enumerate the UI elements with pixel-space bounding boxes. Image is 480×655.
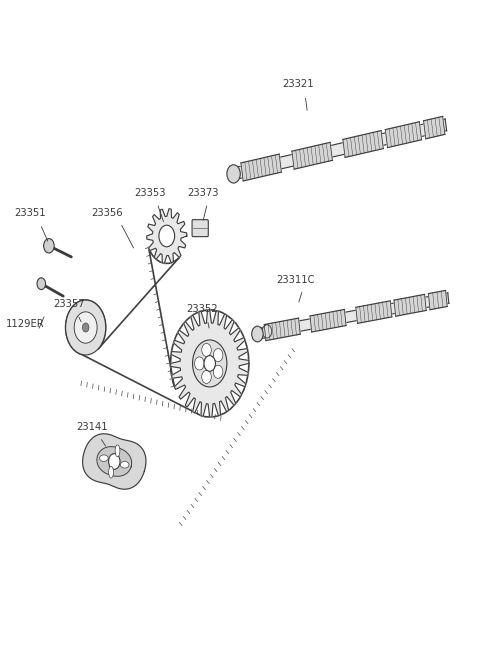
Polygon shape xyxy=(257,293,449,339)
Polygon shape xyxy=(241,154,281,181)
Polygon shape xyxy=(292,142,332,169)
Circle shape xyxy=(252,326,263,342)
Polygon shape xyxy=(233,119,446,179)
Polygon shape xyxy=(428,290,447,310)
Polygon shape xyxy=(147,209,187,263)
Circle shape xyxy=(74,312,97,343)
Polygon shape xyxy=(394,294,426,316)
Polygon shape xyxy=(356,301,392,324)
Circle shape xyxy=(66,300,106,355)
Text: 23311C: 23311C xyxy=(276,275,315,285)
Circle shape xyxy=(202,370,211,383)
Polygon shape xyxy=(170,310,249,417)
Ellipse shape xyxy=(99,455,108,462)
Circle shape xyxy=(213,348,223,362)
Polygon shape xyxy=(343,130,384,157)
Ellipse shape xyxy=(108,466,113,478)
Text: 1129ER: 1129ER xyxy=(6,319,44,329)
Circle shape xyxy=(202,343,211,356)
Text: 23356: 23356 xyxy=(91,208,123,217)
Ellipse shape xyxy=(115,445,120,457)
Text: 23321: 23321 xyxy=(282,79,314,89)
Text: 23141: 23141 xyxy=(76,422,108,432)
Circle shape xyxy=(159,225,175,247)
Ellipse shape xyxy=(120,462,129,468)
FancyBboxPatch shape xyxy=(192,219,208,236)
Circle shape xyxy=(108,454,120,470)
Circle shape xyxy=(44,238,54,253)
Text: 23357: 23357 xyxy=(53,299,85,309)
Polygon shape xyxy=(264,318,300,341)
Circle shape xyxy=(204,356,216,371)
Circle shape xyxy=(37,278,46,290)
Text: 23351: 23351 xyxy=(14,208,46,217)
Polygon shape xyxy=(83,434,146,489)
Circle shape xyxy=(262,325,272,338)
Text: 23353: 23353 xyxy=(134,188,166,198)
Circle shape xyxy=(227,165,240,183)
Polygon shape xyxy=(385,122,421,147)
Text: 23373: 23373 xyxy=(187,188,218,198)
Circle shape xyxy=(82,323,89,332)
Circle shape xyxy=(194,357,204,370)
Circle shape xyxy=(192,340,227,387)
Text: 23352: 23352 xyxy=(186,305,217,314)
Polygon shape xyxy=(423,117,445,139)
Circle shape xyxy=(213,365,223,379)
Polygon shape xyxy=(310,309,346,332)
Polygon shape xyxy=(97,447,132,476)
